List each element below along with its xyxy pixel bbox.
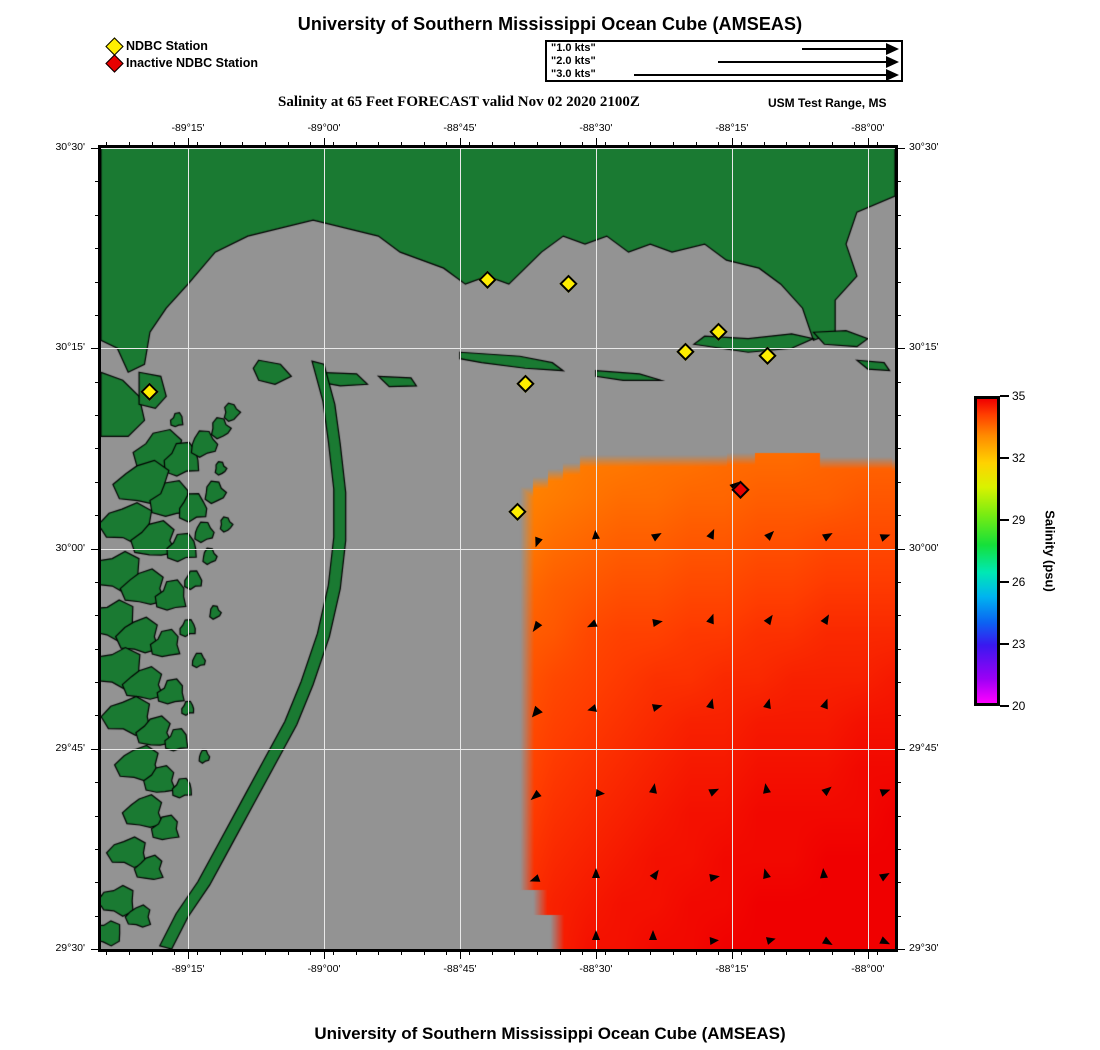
gridline-latitude xyxy=(101,348,895,350)
lat-tick-label: 29°30' xyxy=(909,942,939,954)
vector-scale-label: "1.0 kts" xyxy=(551,42,596,54)
subtitle: Salinity at 65 Feet FORECAST valid Nov 0… xyxy=(278,94,640,110)
inactive-ndbc-station-label: Inactive NDBC Station xyxy=(126,55,258,70)
lon-tick-label: -88°15' xyxy=(715,122,749,134)
lon-tick-label: -88°15' xyxy=(715,963,749,975)
colorbar-tick-label: 29 xyxy=(1012,513,1026,527)
vector-scale-line xyxy=(802,48,886,50)
gridline-latitude xyxy=(101,748,895,750)
vector-scale-arrowhead-icon xyxy=(886,56,899,68)
legend-row-ndbc-station: NDBC Station xyxy=(105,36,258,56)
gridline-latitude xyxy=(101,548,895,550)
lon-tick-label: -88°30' xyxy=(579,963,613,975)
map-plot-area[interactable] xyxy=(98,145,898,952)
colorbar-tick xyxy=(1000,643,1009,645)
legend-row-inactive-ndbc-station: Inactive NDBC Station xyxy=(105,53,258,73)
colorbar-tick xyxy=(1000,581,1009,583)
vector-scale-label: "3.0 kts" xyxy=(551,68,596,80)
colorbar-tick xyxy=(1000,705,1009,707)
vector-scale-row: "1.0 kts" xyxy=(547,42,901,56)
lat-tick-label: 30°30' xyxy=(909,141,939,153)
lon-tick-label: -89°00' xyxy=(307,122,341,134)
vector-scale-line xyxy=(634,74,886,76)
station-legend: NDBC Station Inactive NDBC Station xyxy=(105,36,258,73)
region-label: USM Test Range, MS xyxy=(768,96,887,110)
map-canvas xyxy=(101,148,895,949)
lon-tick-label: -89°00' xyxy=(307,963,341,975)
gridline-latitude xyxy=(101,949,895,950)
lat-tick-label: 29°45' xyxy=(55,741,85,754)
lat-tick-label: 30°15' xyxy=(909,341,939,354)
lon-tick-label: -88°45' xyxy=(443,963,477,975)
lat-tick-label: 29°45' xyxy=(909,741,939,754)
lon-tick-label: -88°00' xyxy=(851,122,885,134)
colorbar-tick-label: 35 xyxy=(1012,389,1026,403)
lon-tick-label: -88°00' xyxy=(851,963,885,975)
colorbar-tick-label: 26 xyxy=(1012,575,1026,589)
colorbar-tick-label: 20 xyxy=(1012,699,1026,713)
colorbar-gradient xyxy=(974,396,1000,706)
ndbc-station-diamond-icon xyxy=(105,36,124,56)
colorbar-tick xyxy=(1000,519,1009,521)
lon-tick-label: -89°15' xyxy=(171,122,205,134)
current-vector-arrow xyxy=(595,789,606,799)
lon-tick-label: -88°45' xyxy=(443,122,477,134)
lat-tick-label: 30°00' xyxy=(55,541,85,554)
lat-tick-label: 30°30' xyxy=(55,141,85,153)
vector-scale-label: "2.0 kts" xyxy=(551,55,596,67)
lon-tick-label: -89°15' xyxy=(171,963,205,975)
ndbc-station-label: NDBC Station xyxy=(126,38,208,53)
current-vector-arrow xyxy=(591,930,600,941)
footer-title: University of Southern Mississippi Ocean… xyxy=(314,1024,786,1043)
vector-scale-row: "3.0 kts" xyxy=(547,68,901,82)
lon-tick-label: -88°30' xyxy=(579,122,613,134)
colorbar-tick xyxy=(1000,457,1009,459)
lat-tick-label: 30°15' xyxy=(55,341,85,354)
current-vector-arrow xyxy=(819,867,829,879)
current-vector-arrow xyxy=(648,930,657,941)
current-vector-arrow xyxy=(591,529,600,539)
colorbar-tick-label: 23 xyxy=(1012,637,1026,651)
vector-scale-line xyxy=(718,61,886,63)
current-vector-arrow xyxy=(709,935,720,945)
colorbar-tick xyxy=(1000,395,1009,397)
lat-tick-label: 29°30' xyxy=(55,942,85,954)
current-vector-arrow xyxy=(649,782,659,794)
vector-scale-row: "2.0 kts" xyxy=(547,55,901,69)
gridline-latitude xyxy=(101,148,895,149)
vector-scale-legend: "1.0 kts" "2.0 kts" "3.0 kts" xyxy=(545,40,903,82)
vector-scale-arrowhead-icon xyxy=(886,69,899,81)
colorbar-title: Salinity (psu) xyxy=(1042,510,1058,592)
colorbar-tick-label: 32 xyxy=(1012,451,1026,465)
current-vector-arrow xyxy=(709,872,721,882)
vector-scale-arrowhead-icon xyxy=(886,43,899,55)
current-vector-arrow xyxy=(591,868,600,878)
page-title: University of Southern Mississippi Ocean… xyxy=(297,14,803,34)
lat-tick-label: 30°00' xyxy=(909,541,939,554)
inactive-ndbc-station-diamond-icon xyxy=(105,53,124,73)
